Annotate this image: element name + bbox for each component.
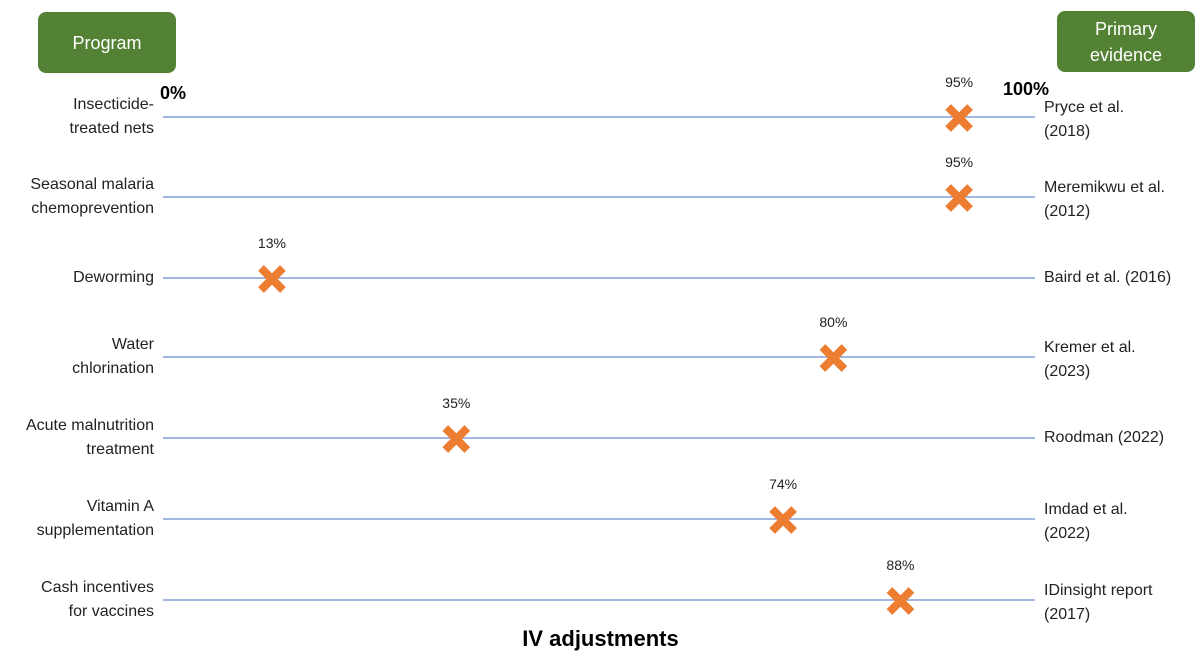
data-point-x-marker bbox=[442, 425, 471, 453]
evidence-label: Kremer et al. (2023) bbox=[1044, 339, 1136, 380]
evidence-label: Pryce et al. (2018) bbox=[1044, 99, 1125, 140]
data-point-x-marker bbox=[769, 506, 797, 534]
data-label: 88% bbox=[886, 557, 914, 573]
program-label: Cash incentives for vaccines bbox=[41, 579, 154, 620]
axis-min-label: 0% bbox=[160, 83, 187, 103]
data-label: 80% bbox=[819, 314, 847, 330]
program-label: Deworming bbox=[73, 269, 154, 286]
data-label: 74% bbox=[769, 476, 797, 492]
evidence-label: Meremikwu et al. (2012) bbox=[1044, 179, 1165, 220]
program-label: Water chlorination bbox=[72, 336, 154, 377]
evidence-label: IDinsight report (2017) bbox=[1044, 582, 1153, 623]
data-point-x-marker bbox=[945, 184, 973, 212]
data-label: 95% bbox=[945, 74, 973, 90]
program-label: Insecticide- treated nets bbox=[69, 96, 155, 137]
data-label: 35% bbox=[442, 395, 470, 411]
program-label: Seasonal malaria chemoprevention bbox=[30, 176, 154, 217]
data-label: 13% bbox=[258, 235, 286, 251]
data-point-x-marker bbox=[819, 344, 848, 372]
data-label: 95% bbox=[945, 154, 973, 170]
evidence-label: Roodman (2022) bbox=[1044, 429, 1165, 446]
program-header-badge: Program bbox=[38, 12, 176, 73]
data-point-x-marker bbox=[886, 587, 915, 615]
primary-evidence-header-badge: Primary evidence bbox=[1057, 11, 1195, 72]
data-point-x-marker bbox=[258, 265, 286, 293]
evidence-label: Imdad et al. (2022) bbox=[1044, 501, 1128, 542]
axis-max-label: 100% bbox=[1003, 79, 1050, 99]
data-point-x-marker bbox=[945, 104, 973, 132]
evidence-label: Baird et al. (2016) bbox=[1044, 269, 1172, 286]
chart-title: IV adjustments bbox=[522, 626, 679, 651]
program-label: Vitamin A supplementation bbox=[36, 498, 154, 539]
program-label: Acute malnutrition treatment bbox=[25, 417, 154, 458]
